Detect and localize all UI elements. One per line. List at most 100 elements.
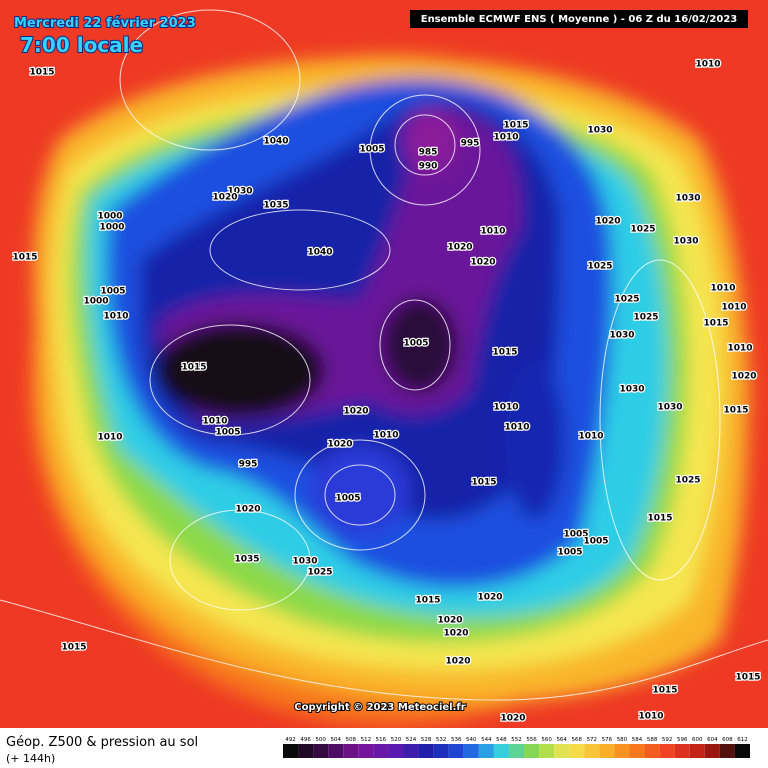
scale-swatch xyxy=(599,744,615,758)
scale-label: 524 xyxy=(406,737,417,743)
scale-swatch xyxy=(704,744,720,758)
pressure-label: 1010 xyxy=(202,417,227,427)
pressure-label: 1025 xyxy=(633,313,658,323)
scale-label: 584 xyxy=(632,737,643,743)
copyright: Copyright © 2023 Meteociel.fr xyxy=(294,702,465,713)
pressure-label: 1015 xyxy=(703,319,728,329)
pressure-label: 990 xyxy=(419,162,438,172)
pressure-label: 1000 xyxy=(99,223,124,233)
pressure-label: 1005 xyxy=(100,287,125,297)
scale-label: 588 xyxy=(647,737,658,743)
pressure-label: 1020 xyxy=(595,217,620,227)
pressure-label: 1025 xyxy=(614,295,639,305)
scale-swatch xyxy=(508,744,525,758)
scale-label: 520 xyxy=(391,737,402,743)
pressure-label: 1015 xyxy=(647,514,672,524)
scale-swatch xyxy=(719,744,735,758)
scale-label: 580 xyxy=(617,737,628,743)
scale-swatch xyxy=(689,744,705,758)
pressure-label: 1010 xyxy=(695,60,720,70)
pressure-label: 1035 xyxy=(263,201,288,211)
scale-label: 500 xyxy=(315,737,326,743)
scale-label: 532 xyxy=(436,737,447,743)
pressure-labels: 1015 1010 1040 1005 985 995 990 1015 1010 1030 103… xyxy=(11,58,762,725)
footer-subtitle: (+ 144h) xyxy=(6,752,55,765)
scale-swatch xyxy=(283,744,299,758)
pressure-label: 995 xyxy=(239,460,258,470)
scale-label: 596 xyxy=(677,737,688,743)
pressure-label: 1010 xyxy=(710,284,735,294)
pressure-label: 1000 xyxy=(83,297,108,307)
pressure-label: 1030 xyxy=(609,331,634,341)
scale-label: 604 xyxy=(707,737,718,743)
pressure-label: 995 xyxy=(461,139,480,149)
scale-label: 544 xyxy=(481,737,492,743)
scale-swatch xyxy=(463,744,479,758)
pressure-label: 985 xyxy=(419,148,438,158)
model-box xyxy=(410,10,748,28)
pressure-label: 1020 xyxy=(447,243,472,253)
pressure-label: 1025 xyxy=(630,225,655,235)
pressure-label: 1015 xyxy=(723,406,748,416)
scale-label: 608 xyxy=(722,737,733,743)
pressure-label: 1020 xyxy=(212,193,237,203)
pressure-label: 1015 xyxy=(492,348,517,358)
pressure-label: 1030 xyxy=(673,237,698,247)
scale-swatch xyxy=(674,744,690,758)
pressure-label: 1020 xyxy=(343,407,368,417)
scale-label: 540 xyxy=(466,737,477,743)
pressure-label: 1030 xyxy=(292,557,317,567)
pressure-label: 1025 xyxy=(675,476,700,486)
scale-label: 552 xyxy=(511,737,522,743)
scale-swatch xyxy=(403,744,419,758)
scale-label: 572 xyxy=(587,737,598,743)
scale-swatch xyxy=(539,744,555,758)
pressure-label: 1015 xyxy=(471,478,496,488)
pressure-label: 1015 xyxy=(735,673,760,683)
scale-swatch xyxy=(569,744,585,758)
time: 7:00 locale xyxy=(20,33,143,57)
scale-swatch xyxy=(418,744,434,758)
model-info: Ensemble ECMWF ENS ( Moyenne ) - 06 Z du… xyxy=(421,14,738,25)
scale-swatch xyxy=(298,744,314,758)
pressure-label: 1005 xyxy=(215,428,240,438)
pressure-label: 1005 xyxy=(557,548,582,558)
pressure-label: 1030 xyxy=(657,403,682,413)
scale-label: 576 xyxy=(602,737,613,743)
pressure-label: 1010 xyxy=(578,432,603,442)
pressure-label: 1020 xyxy=(731,372,756,382)
scale-label: 592 xyxy=(662,737,673,743)
scale-label: 564 xyxy=(556,737,567,743)
scale-swatch xyxy=(524,744,540,758)
scale-swatch xyxy=(478,744,494,758)
scale-label: 600 xyxy=(692,737,703,743)
pressure-label: 1030 xyxy=(227,187,252,197)
scale-label: 612 xyxy=(737,737,748,743)
scale-swatch xyxy=(493,744,509,758)
scale-swatch xyxy=(373,744,389,758)
pressure-label: 1020 xyxy=(235,505,260,515)
scale-label: 556 xyxy=(526,737,537,743)
scale-label: 496 xyxy=(300,737,311,743)
scale-swatch xyxy=(358,744,374,758)
pressure-label: 1015 xyxy=(61,643,86,653)
scale-label: 560 xyxy=(541,737,552,743)
scale-swatch xyxy=(343,744,359,758)
scale-swatch xyxy=(433,744,449,758)
scale-swatch xyxy=(313,744,329,758)
pressure-label: 1015 xyxy=(12,253,37,263)
color-scale: 492 496 500 504 508 512 516 520 524 528 532 536 540 5… xyxy=(283,737,750,758)
pressure-label: 1010 xyxy=(727,344,752,354)
scale-swatch xyxy=(554,744,570,758)
date: Mercredi 22 février 2023 xyxy=(14,16,196,31)
scale-label: 516 xyxy=(376,737,387,743)
pressure-label: 1030 xyxy=(619,385,644,395)
scale-label: 512 xyxy=(361,737,372,743)
pressure-label: 1010 xyxy=(504,423,529,433)
scale-label: 508 xyxy=(346,737,357,743)
pressure-label: 1020 xyxy=(477,593,502,603)
scale-swatch xyxy=(388,744,404,758)
scale-swatch xyxy=(614,744,630,758)
